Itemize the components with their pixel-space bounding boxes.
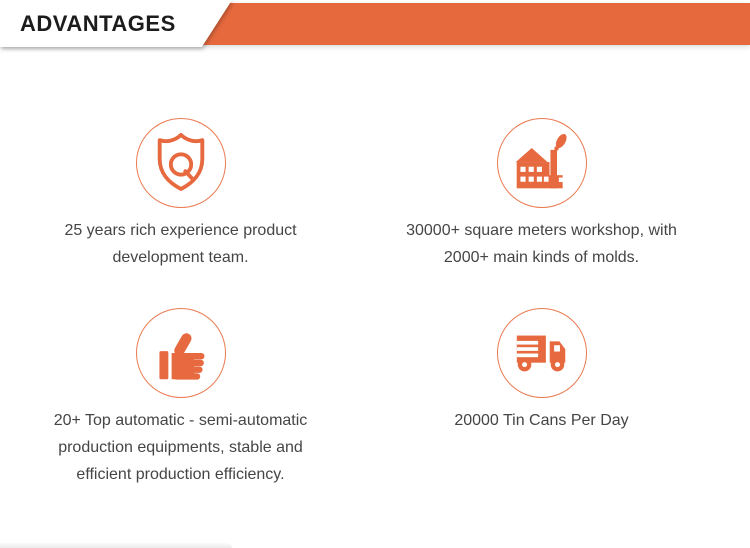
section-header-bar: ADVANTAGES (0, 0, 750, 47)
advantage-item-equipment: 20+ Top automatic - semi-automatic produ… (0, 308, 361, 488)
advantage-item-capacity: 20000 Tin Cans Per Day (361, 308, 722, 488)
icon-circle (496, 308, 587, 398)
truck-icon (516, 335, 565, 372)
advantage-item-experience: 25 years rich experience product develop… (0, 118, 361, 271)
thumbs-up-icon (158, 333, 204, 380)
next-section-edge (0, 543, 232, 548)
advantage-caption: 25 years rich experience product develop… (64, 222, 297, 266)
icon-circle (135, 118, 226, 208)
section-title: ADVANTAGES (20, 10, 176, 36)
advantage-caption: 20+ Top automatic - semi-automatic produ… (53, 412, 308, 483)
factory-icon (515, 133, 567, 189)
advantage-caption: 20000 Tin Cans Per Day (454, 412, 629, 429)
header-badge: ADVANTAGES (0, 0, 232, 47)
header-badge-shadow: ADVANTAGES (0, 0, 232, 47)
icon-circle (135, 308, 226, 398)
advantages-grid: 25 years rich experience product develop… (0, 45, 722, 488)
quality-shield-icon (157, 132, 204, 191)
advantage-caption: 30000+ square meters workshop, with 2000… (406, 222, 677, 266)
icon-circle (496, 118, 587, 208)
advantage-item-workshop: 30000+ square meters workshop, with 2000… (361, 118, 722, 271)
